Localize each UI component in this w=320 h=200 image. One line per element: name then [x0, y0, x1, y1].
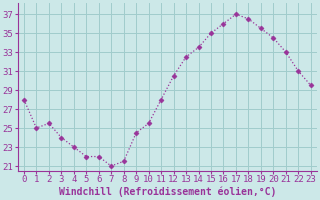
X-axis label: Windchill (Refroidissement éolien,°C): Windchill (Refroidissement éolien,°C)	[59, 187, 276, 197]
